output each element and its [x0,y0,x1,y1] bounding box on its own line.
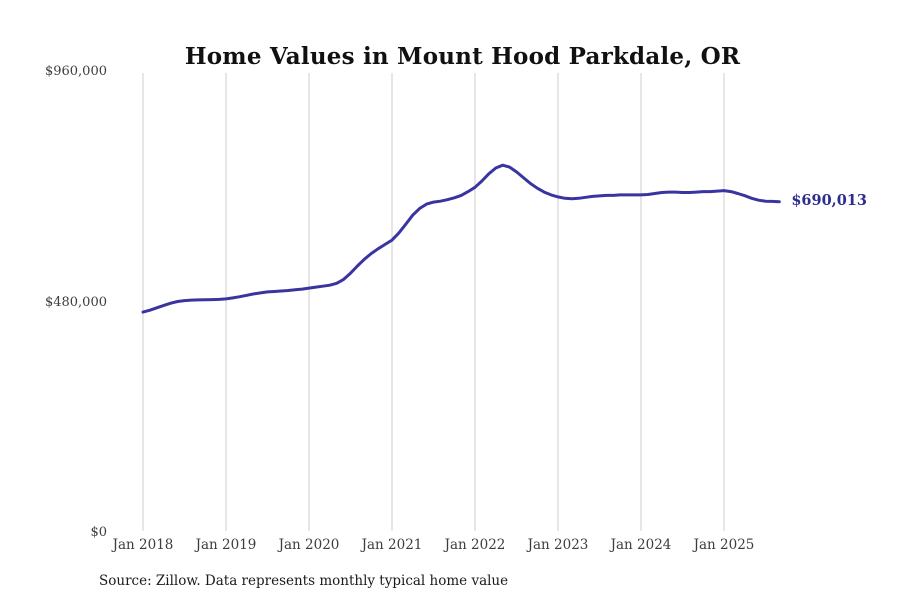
x-axis-tick-label: Jan 2021 [361,537,423,553]
x-axis-tick-label: Jan 2018 [112,537,174,553]
current-value-label: $690,013 [791,191,867,209]
vertical-gridlines [142,73,725,531]
x-axis-tick-label: Jan 2025 [693,537,755,553]
y-axis-tick-label: $960,000 [44,64,107,79]
x-axis-tick-label: Jan 2019 [195,537,257,553]
y-axis-tick-label: $480,000 [44,294,107,310]
x-axis-tick-label: Jan 2024 [610,537,672,553]
home-value-line [141,163,781,314]
x-axis-tick-label: Jan 2022 [444,537,506,553]
source-attribution: Source: Zillow. Data represents monthly … [99,573,509,589]
x-axis-tick-label: Jan 2020 [278,537,340,553]
y-axis-tick-label: $0 [90,525,107,540]
x-axis-tick-label: Jan 2023 [527,537,589,553]
chart-title: Home Values in Mount Hood Parkdale, OR [184,43,741,71]
